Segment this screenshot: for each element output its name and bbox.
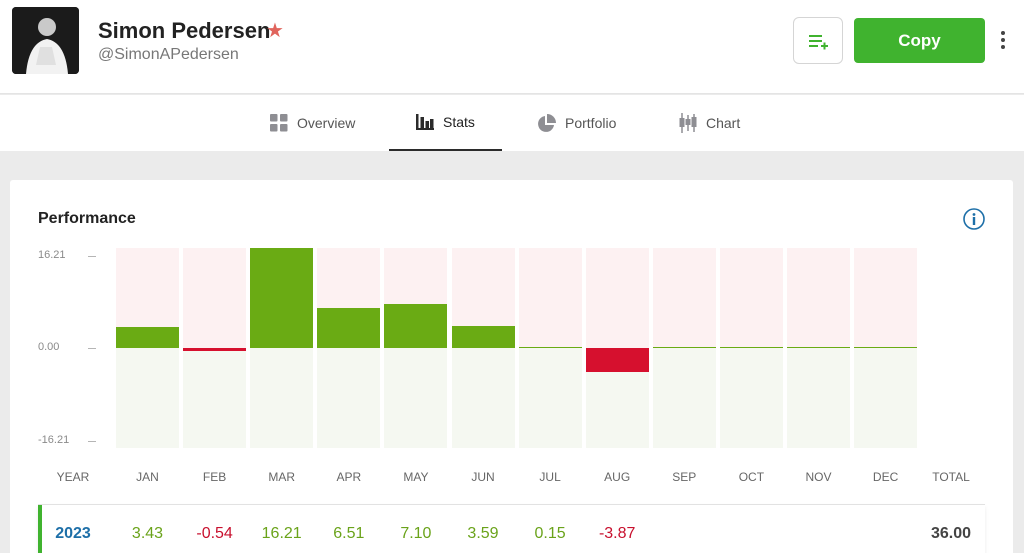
column-header-mar: MAR — [268, 470, 296, 484]
chart-column-bg-negative — [652, 348, 716, 448]
chart-column-bg-positive — [719, 248, 783, 348]
pie-chart-icon — [538, 113, 556, 132]
performance-card: Performance 16.21 0.00 -16.21 YEAR JAN FE… — [10, 180, 1013, 553]
list-add-icon — [809, 34, 828, 49]
y-tick-label: -16.21 — [38, 434, 70, 446]
chart-bar-jan[interactable] — [116, 326, 179, 348]
chart-bar-sep[interactable] — [652, 346, 716, 348]
month-cell-jun: 3.59 — [467, 525, 499, 542]
column-header-nov: NOV — [805, 470, 832, 484]
y-tick-mark — [88, 441, 96, 442]
column-header-apr: APR — [336, 470, 362, 484]
chart-column-bg-negative — [250, 348, 314, 448]
column-header-dec: DEC — [872, 470, 899, 484]
tab-chart[interactable]: Chart — [679, 95, 740, 151]
month-cell-apr: 6.51 — [333, 525, 365, 542]
month-cell-may: 7.10 — [400, 525, 432, 542]
column-header-jan: JAN — [136, 470, 159, 484]
chart-column-bg-positive — [652, 248, 716, 348]
chart-column-bg-positive — [854, 248, 918, 348]
tab-overview[interactable]: Overview — [270, 95, 355, 151]
chart-column-bg-positive — [585, 248, 649, 348]
chart-column-bg-positive — [787, 248, 850, 348]
tab-label: Chart — [706, 115, 741, 131]
tab-stats[interactable]: Stats — [389, 95, 502, 151]
copy-button[interactable]: Copy — [854, 18, 985, 63]
add-to-watchlist-button[interactable] — [793, 17, 843, 64]
y-tick-label: 16.21 — [38, 249, 66, 261]
row-highlight-marker — [38, 505, 42, 553]
avatar[interactable] — [12, 7, 79, 74]
chart-column-bg-negative — [384, 348, 448, 448]
column-header-feb: FEB — [202, 470, 227, 484]
tab-label: Overview — [297, 115, 356, 131]
star-icon[interactable]: ★ — [266, 20, 284, 42]
year-row[interactable] — [38, 505, 985, 553]
performance-title: Performance — [38, 210, 136, 227]
month-cell-jan: 3.43 — [131, 525, 164, 542]
grid-icon — [270, 114, 288, 132]
candlestick-icon — [679, 113, 697, 133]
profile-tabs: Overview Stats Portfolio Chart — [0, 95, 1024, 151]
chart-column-bg-negative — [518, 348, 582, 448]
tab-label: Stats — [443, 114, 475, 130]
column-header-jul: JUL — [539, 470, 561, 484]
month-cell-jul: 0.15 — [534, 525, 566, 542]
profile-header: Simon Pedersen ★ @SimonAPedersen Copy — [0, 0, 1024, 94]
chart-column-bg-negative — [317, 348, 381, 448]
chart-bar-feb[interactable] — [183, 348, 247, 352]
chart-bar-apr[interactable] — [317, 307, 381, 348]
profile-name: Simon Pedersen — [98, 18, 271, 43]
column-header-total: TOTAL — [932, 470, 970, 484]
chart-bar-aug[interactable] — [585, 348, 649, 372]
y-tick-label: 0.00 — [38, 341, 60, 353]
tab-portfolio[interactable]: Portfolio — [537, 95, 616, 151]
chart-column-bg-negative — [787, 348, 850, 448]
chart-column-bg-negative — [451, 348, 515, 448]
column-header-aug: AUG — [604, 470, 631, 484]
y-tick-mark — [88, 348, 96, 349]
chart-column-bg-positive — [518, 248, 582, 348]
month-cell-mar: 16.21 — [261, 525, 302, 542]
column-header-oct: OCT — [738, 470, 765, 484]
more-options-icon[interactable] — [996, 28, 1010, 52]
chart-column-bg-negative — [116, 348, 179, 448]
chart-column-bg-negative — [719, 348, 783, 448]
month-cell-aug: -3.87 — [598, 525, 636, 542]
chart-column-bg-negative — [183, 348, 247, 448]
chart-column-bg-positive — [183, 248, 247, 348]
year-cell[interactable]: 2023 — [55, 525, 91, 542]
profile-handle: @SimonAPedersen — [98, 46, 239, 63]
column-header-sep: SEP — [672, 470, 697, 484]
total-cell: 36.00 — [930, 525, 972, 542]
chart-bar-dec[interactable] — [854, 346, 918, 348]
chart-bar-may[interactable] — [384, 304, 448, 348]
column-header-year: YEAR — [56, 470, 90, 484]
tab-label: Portfolio — [565, 115, 617, 131]
chart-bar-jun[interactable] — [451, 325, 515, 348]
column-header-may: MAY — [403, 470, 429, 484]
row-divider — [38, 504, 985, 505]
chart-bar-mar[interactable] — [250, 248, 314, 348]
column-header-jun: JUN — [471, 470, 495, 484]
info-icon[interactable] — [963, 208, 985, 230]
chart-column-bg-negative — [854, 348, 918, 448]
y-tick-mark — [88, 256, 96, 257]
chart-bar-jul[interactable] — [518, 346, 582, 348]
bar-chart-icon — [416, 114, 434, 130]
chart-bar-nov[interactable] — [787, 346, 850, 348]
chart-bar-oct[interactable] — [719, 346, 783, 348]
month-cell-feb: -0.54 — [196, 525, 233, 542]
